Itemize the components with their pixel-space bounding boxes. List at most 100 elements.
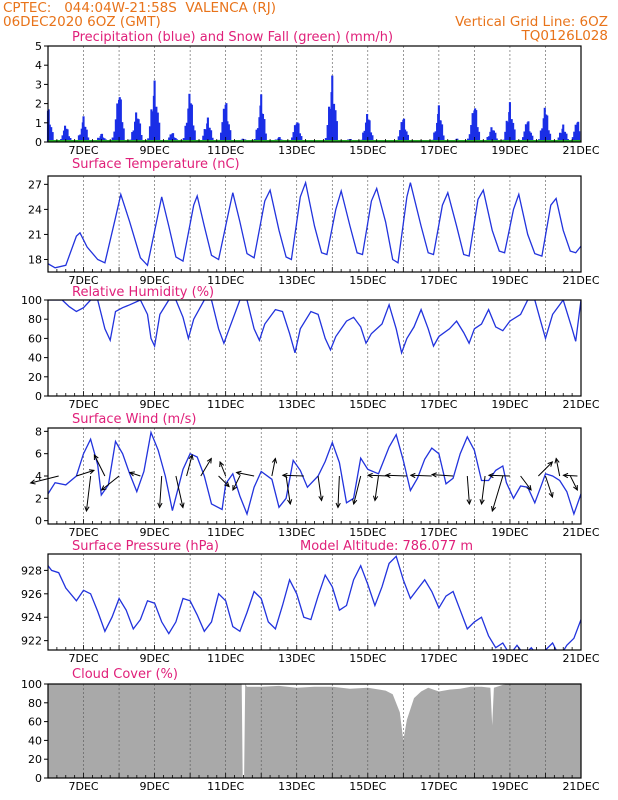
precip-bar bbox=[577, 121, 580, 142]
precip-bar bbox=[67, 136, 71, 142]
precip-bar bbox=[210, 130, 213, 142]
wind-arrow bbox=[186, 454, 193, 477]
wind-arrow-head bbox=[548, 491, 554, 499]
rh-date-label: 21DEC bbox=[562, 398, 599, 411]
wind-arrow-head bbox=[491, 505, 497, 513]
wind-arrow-head bbox=[547, 461, 554, 467]
precip-bar bbox=[222, 108, 225, 142]
wind-arrow bbox=[218, 475, 230, 487]
precip-title: Precipitation (blue) and Snow Fall (gree… bbox=[72, 30, 393, 45]
precip-date-label: 7DEC bbox=[68, 144, 98, 157]
rh-ytick-label: 0 bbox=[35, 390, 42, 403]
pres-title: Surface Pressure (hPa) bbox=[72, 539, 219, 554]
pres-date-label: 9DEC bbox=[140, 652, 170, 665]
wind-date-label: 7DEC bbox=[68, 526, 98, 539]
precip-bar bbox=[371, 135, 374, 142]
precip-bar bbox=[258, 117, 261, 142]
precip-bar bbox=[300, 136, 303, 142]
rh-date-label: 19DEC bbox=[491, 398, 528, 411]
wind-arrow bbox=[76, 469, 95, 477]
wind-arrow-head bbox=[384, 472, 391, 479]
precip-bar bbox=[264, 133, 267, 142]
precip-bar bbox=[474, 108, 477, 142]
precip-bar bbox=[531, 135, 534, 142]
precip-bar bbox=[79, 134, 82, 142]
precip-bar bbox=[292, 132, 295, 142]
precip-bar bbox=[263, 119, 266, 142]
wind-title: Surface Wind (m/s) bbox=[72, 412, 196, 427]
wind-arrow bbox=[481, 475, 486, 505]
precip-bar bbox=[522, 137, 525, 142]
temp-date-label: 11DEC bbox=[207, 274, 244, 287]
precip-bar bbox=[202, 135, 205, 142]
pres-date-label: 13DEC bbox=[278, 652, 315, 665]
cloud-ytick-label: 0 bbox=[35, 772, 42, 785]
precip-bar bbox=[291, 137, 294, 142]
wind-arrow bbox=[159, 475, 163, 508]
precip-bar bbox=[187, 108, 190, 142]
precip-frame bbox=[47, 45, 582, 143]
temp-date-label: 13DEC bbox=[278, 274, 315, 287]
precip-bar bbox=[97, 137, 100, 142]
precip-date-label: 17DEC bbox=[420, 144, 457, 157]
wind-arrow-head bbox=[128, 471, 135, 477]
header-model-code: TQ0126L028 bbox=[521, 28, 608, 44]
wind-arrow-head bbox=[526, 484, 532, 491]
header-datetime: 06DEC2020 6OZ (GMT) bbox=[3, 14, 161, 30]
precip-bar bbox=[66, 129, 69, 142]
precip-bar bbox=[102, 137, 105, 142]
precip-bar bbox=[507, 122, 510, 142]
precip-bar bbox=[364, 122, 368, 142]
wind-arrow-head bbox=[235, 470, 242, 476]
precip-bar bbox=[487, 136, 491, 142]
precip-bar bbox=[225, 103, 228, 142]
wind-arrow bbox=[563, 474, 578, 477]
temp-ytick-label: 24 bbox=[28, 203, 42, 216]
precip-date-label: 9DEC bbox=[140, 144, 170, 157]
precip-bar bbox=[363, 130, 366, 142]
precip-bar bbox=[523, 131, 526, 142]
pres-date-label: 15DEC bbox=[349, 652, 386, 665]
pres-ytick-label: 924 bbox=[21, 611, 42, 624]
precip-bar bbox=[397, 136, 400, 142]
precip-bar bbox=[229, 130, 232, 142]
cloud-date-label: 21DEC bbox=[562, 780, 599, 793]
precip-bar bbox=[328, 106, 331, 142]
rh-frame bbox=[47, 299, 582, 397]
precip-bar bbox=[207, 127, 210, 142]
precip-bar bbox=[154, 107, 157, 142]
wind-arrow-head bbox=[409, 472, 416, 479]
precip-bar bbox=[557, 137, 560, 142]
precip-bar bbox=[560, 133, 563, 142]
precip-bar bbox=[545, 114, 548, 142]
precip-bar bbox=[573, 131, 576, 142]
wind-date-label: 15DEC bbox=[349, 526, 386, 539]
precip-ytick-label: 4 bbox=[35, 59, 42, 72]
wind-ytick-label: 4 bbox=[35, 470, 42, 483]
precip-date-label: 13DEC bbox=[278, 144, 315, 157]
precip-bar bbox=[158, 122, 161, 142]
wind-arrow bbox=[200, 458, 212, 477]
precip-bar bbox=[113, 131, 116, 142]
precip-ytick-label: 3 bbox=[35, 78, 42, 91]
precip-bar bbox=[439, 120, 442, 142]
temp-title: Surface Temperature (nC) bbox=[72, 157, 240, 172]
wind-date-label: 9DEC bbox=[140, 526, 170, 539]
precip-bar bbox=[369, 132, 373, 142]
precip-bar bbox=[558, 132, 562, 142]
precip-bar bbox=[226, 121, 229, 142]
precip-bar bbox=[256, 128, 260, 142]
precip-bar bbox=[528, 131, 531, 142]
precip-bar bbox=[208, 127, 211, 142]
temp-date-label: 17DEC bbox=[420, 274, 457, 287]
precip-bar bbox=[148, 126, 152, 142]
wind-arrow bbox=[569, 475, 578, 491]
wind-arrow bbox=[175, 475, 184, 508]
precip-bar bbox=[331, 104, 335, 142]
precip-bar bbox=[77, 135, 80, 142]
precip-bar bbox=[65, 128, 68, 142]
precip-bar bbox=[471, 113, 474, 142]
precip-bar bbox=[468, 134, 471, 142]
pres-date-label: 17DEC bbox=[420, 652, 457, 665]
